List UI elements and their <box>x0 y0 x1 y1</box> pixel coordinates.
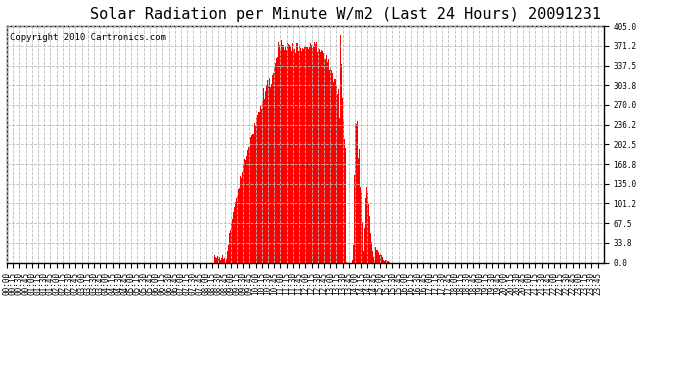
Text: Solar Radiation per Minute W/m2 (Last 24 Hours) 20091231: Solar Radiation per Minute W/m2 (Last 24… <box>90 8 600 22</box>
Text: Copyright 2010 Cartronics.com: Copyright 2010 Cartronics.com <box>10 33 166 42</box>
